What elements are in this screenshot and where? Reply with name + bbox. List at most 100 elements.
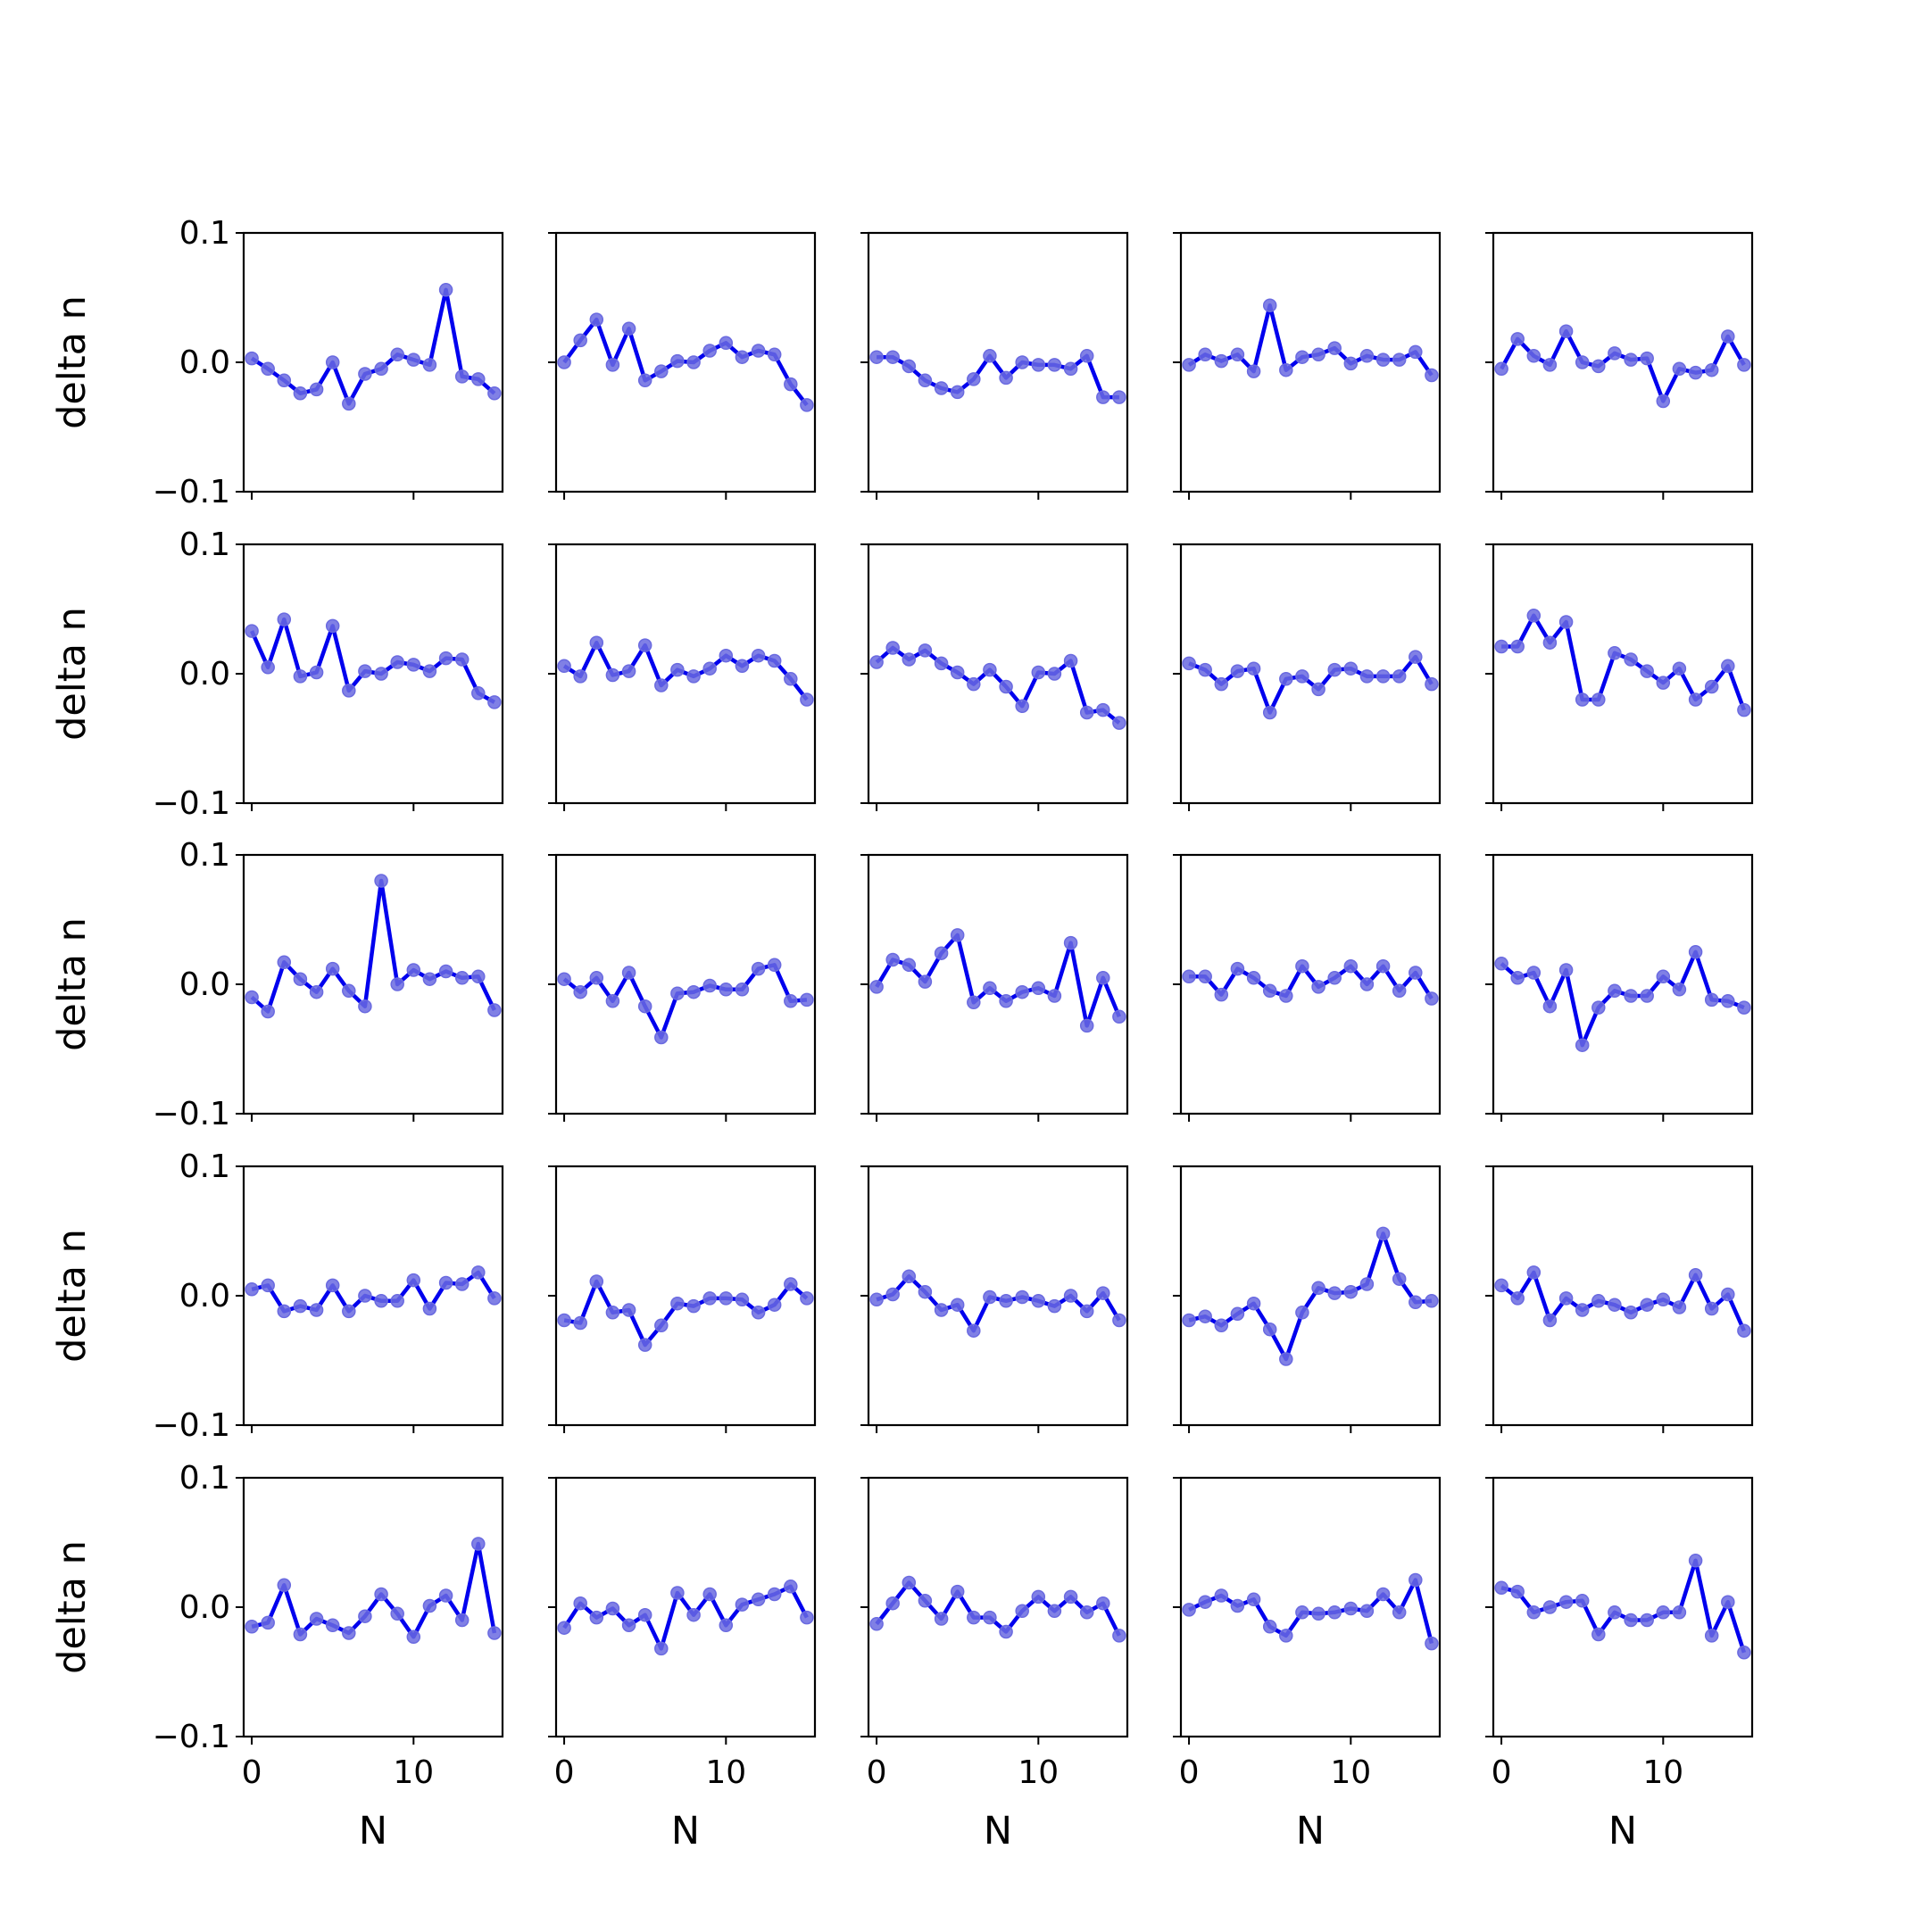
data-point [1031, 358, 1046, 372]
data-point [342, 983, 356, 999]
subplot-r4-c3 [860, 1165, 1129, 1433]
data-point [950, 1298, 965, 1312]
data-point [277, 612, 292, 626]
data-point [967, 676, 981, 692]
data-point [1031, 665, 1046, 680]
data-point [1558, 615, 1574, 629]
data-point [573, 1315, 587, 1331]
data-point [1295, 1605, 1309, 1620]
data-point [1359, 669, 1375, 684]
data-point [735, 983, 750, 997]
data-point [621, 1618, 636, 1633]
data-point [1295, 1306, 1309, 1320]
data-point [293, 386, 308, 401]
data-point [1279, 1629, 1293, 1643]
data-point [1704, 362, 1719, 377]
data-point [1558, 324, 1574, 338]
data-point [1047, 1298, 1062, 1314]
data-point [784, 377, 798, 392]
data-point [1656, 676, 1671, 690]
data-point [1246, 971, 1261, 985]
data-point [374, 874, 388, 888]
data-point [1704, 679, 1719, 694]
data-point [983, 662, 997, 677]
data-point [589, 635, 604, 650]
data-point [1198, 347, 1212, 362]
data-point [869, 655, 884, 669]
data-point [358, 1289, 372, 1303]
y-tick-label: −0.1 [153, 1719, 230, 1755]
data-point [1737, 358, 1751, 372]
data-point [471, 372, 486, 386]
data-point [1608, 983, 1622, 999]
data-point [293, 1298, 308, 1314]
data-point [1575, 355, 1590, 369]
data-point [1494, 639, 1508, 654]
data-point [1591, 1627, 1606, 1642]
data-point [374, 667, 388, 681]
data-point [1112, 1313, 1126, 1328]
x-tick-label: 10 [1330, 1754, 1371, 1791]
data-point [1112, 1629, 1126, 1643]
data-point [983, 349, 997, 363]
data-point [573, 669, 587, 684]
axes-frame [1492, 853, 1754, 1115]
data-point [1327, 341, 1342, 355]
data-point [1608, 1298, 1622, 1312]
data-point [621, 1303, 636, 1317]
data-point [751, 648, 766, 663]
data-point [390, 977, 404, 991]
data-point [1656, 1292, 1671, 1307]
x-tick-label: 10 [393, 1754, 434, 1791]
data-point [1359, 1277, 1375, 1291]
subplot-r4-c1: −0.1 0.0 0.1 delta n [50, 1148, 504, 1444]
data-point [902, 1269, 917, 1284]
data-point [1279, 672, 1293, 686]
subplot-r3-c4 [1173, 853, 1442, 1122]
data-point [637, 1338, 652, 1352]
data-point [1015, 984, 1029, 999]
y-tick-label: 0.0 [179, 966, 230, 1003]
data-point [1079, 1304, 1094, 1319]
data-point [557, 659, 571, 674]
data-point [245, 1620, 259, 1634]
data-point [342, 684, 356, 698]
data-point [637, 638, 652, 652]
data-point [869, 350, 884, 364]
data-point [1542, 999, 1558, 1014]
data-point [1737, 1000, 1751, 1015]
subplot-r2-c1: −0.1 0.0 0.1 delta n [50, 527, 504, 822]
data-point [702, 344, 717, 358]
data-point [1608, 346, 1622, 361]
series-line [1188, 1578, 1434, 1645]
data-point [1575, 692, 1590, 707]
data-point [1343, 1601, 1359, 1616]
data-point [1542, 358, 1558, 372]
data-point [1672, 983, 1687, 997]
data-point [1096, 971, 1110, 985]
x-tick-label: 0 [554, 1754, 575, 1791]
x-tick-label: 10 [1018, 1754, 1059, 1791]
x-tick-label: 0 [242, 1754, 262, 1791]
subplot-r2-c4 [1173, 543, 1442, 811]
data-point [1246, 1296, 1261, 1311]
data-point [1392, 1272, 1407, 1286]
subplot-r1-c3 [860, 231, 1129, 500]
series-line [875, 933, 1121, 1028]
data-point [374, 1587, 388, 1602]
data-point [454, 1277, 470, 1291]
data-point [1494, 1278, 1508, 1293]
y-tick-label: −0.1 [153, 474, 230, 510]
data-point [1688, 1554, 1703, 1568]
data-point [1214, 353, 1229, 369]
data-point [1510, 332, 1525, 346]
data-point [1031, 1589, 1046, 1604]
data-point [487, 1003, 502, 1017]
subplot-r5-c2: 0 10N [548, 1476, 817, 1853]
data-point [390, 347, 404, 362]
data-point [390, 655, 404, 669]
series-line [562, 963, 808, 1040]
data-point [999, 1294, 1013, 1308]
y-tick-label: 0.1 [179, 1148, 230, 1185]
data-point [1182, 1313, 1196, 1328]
